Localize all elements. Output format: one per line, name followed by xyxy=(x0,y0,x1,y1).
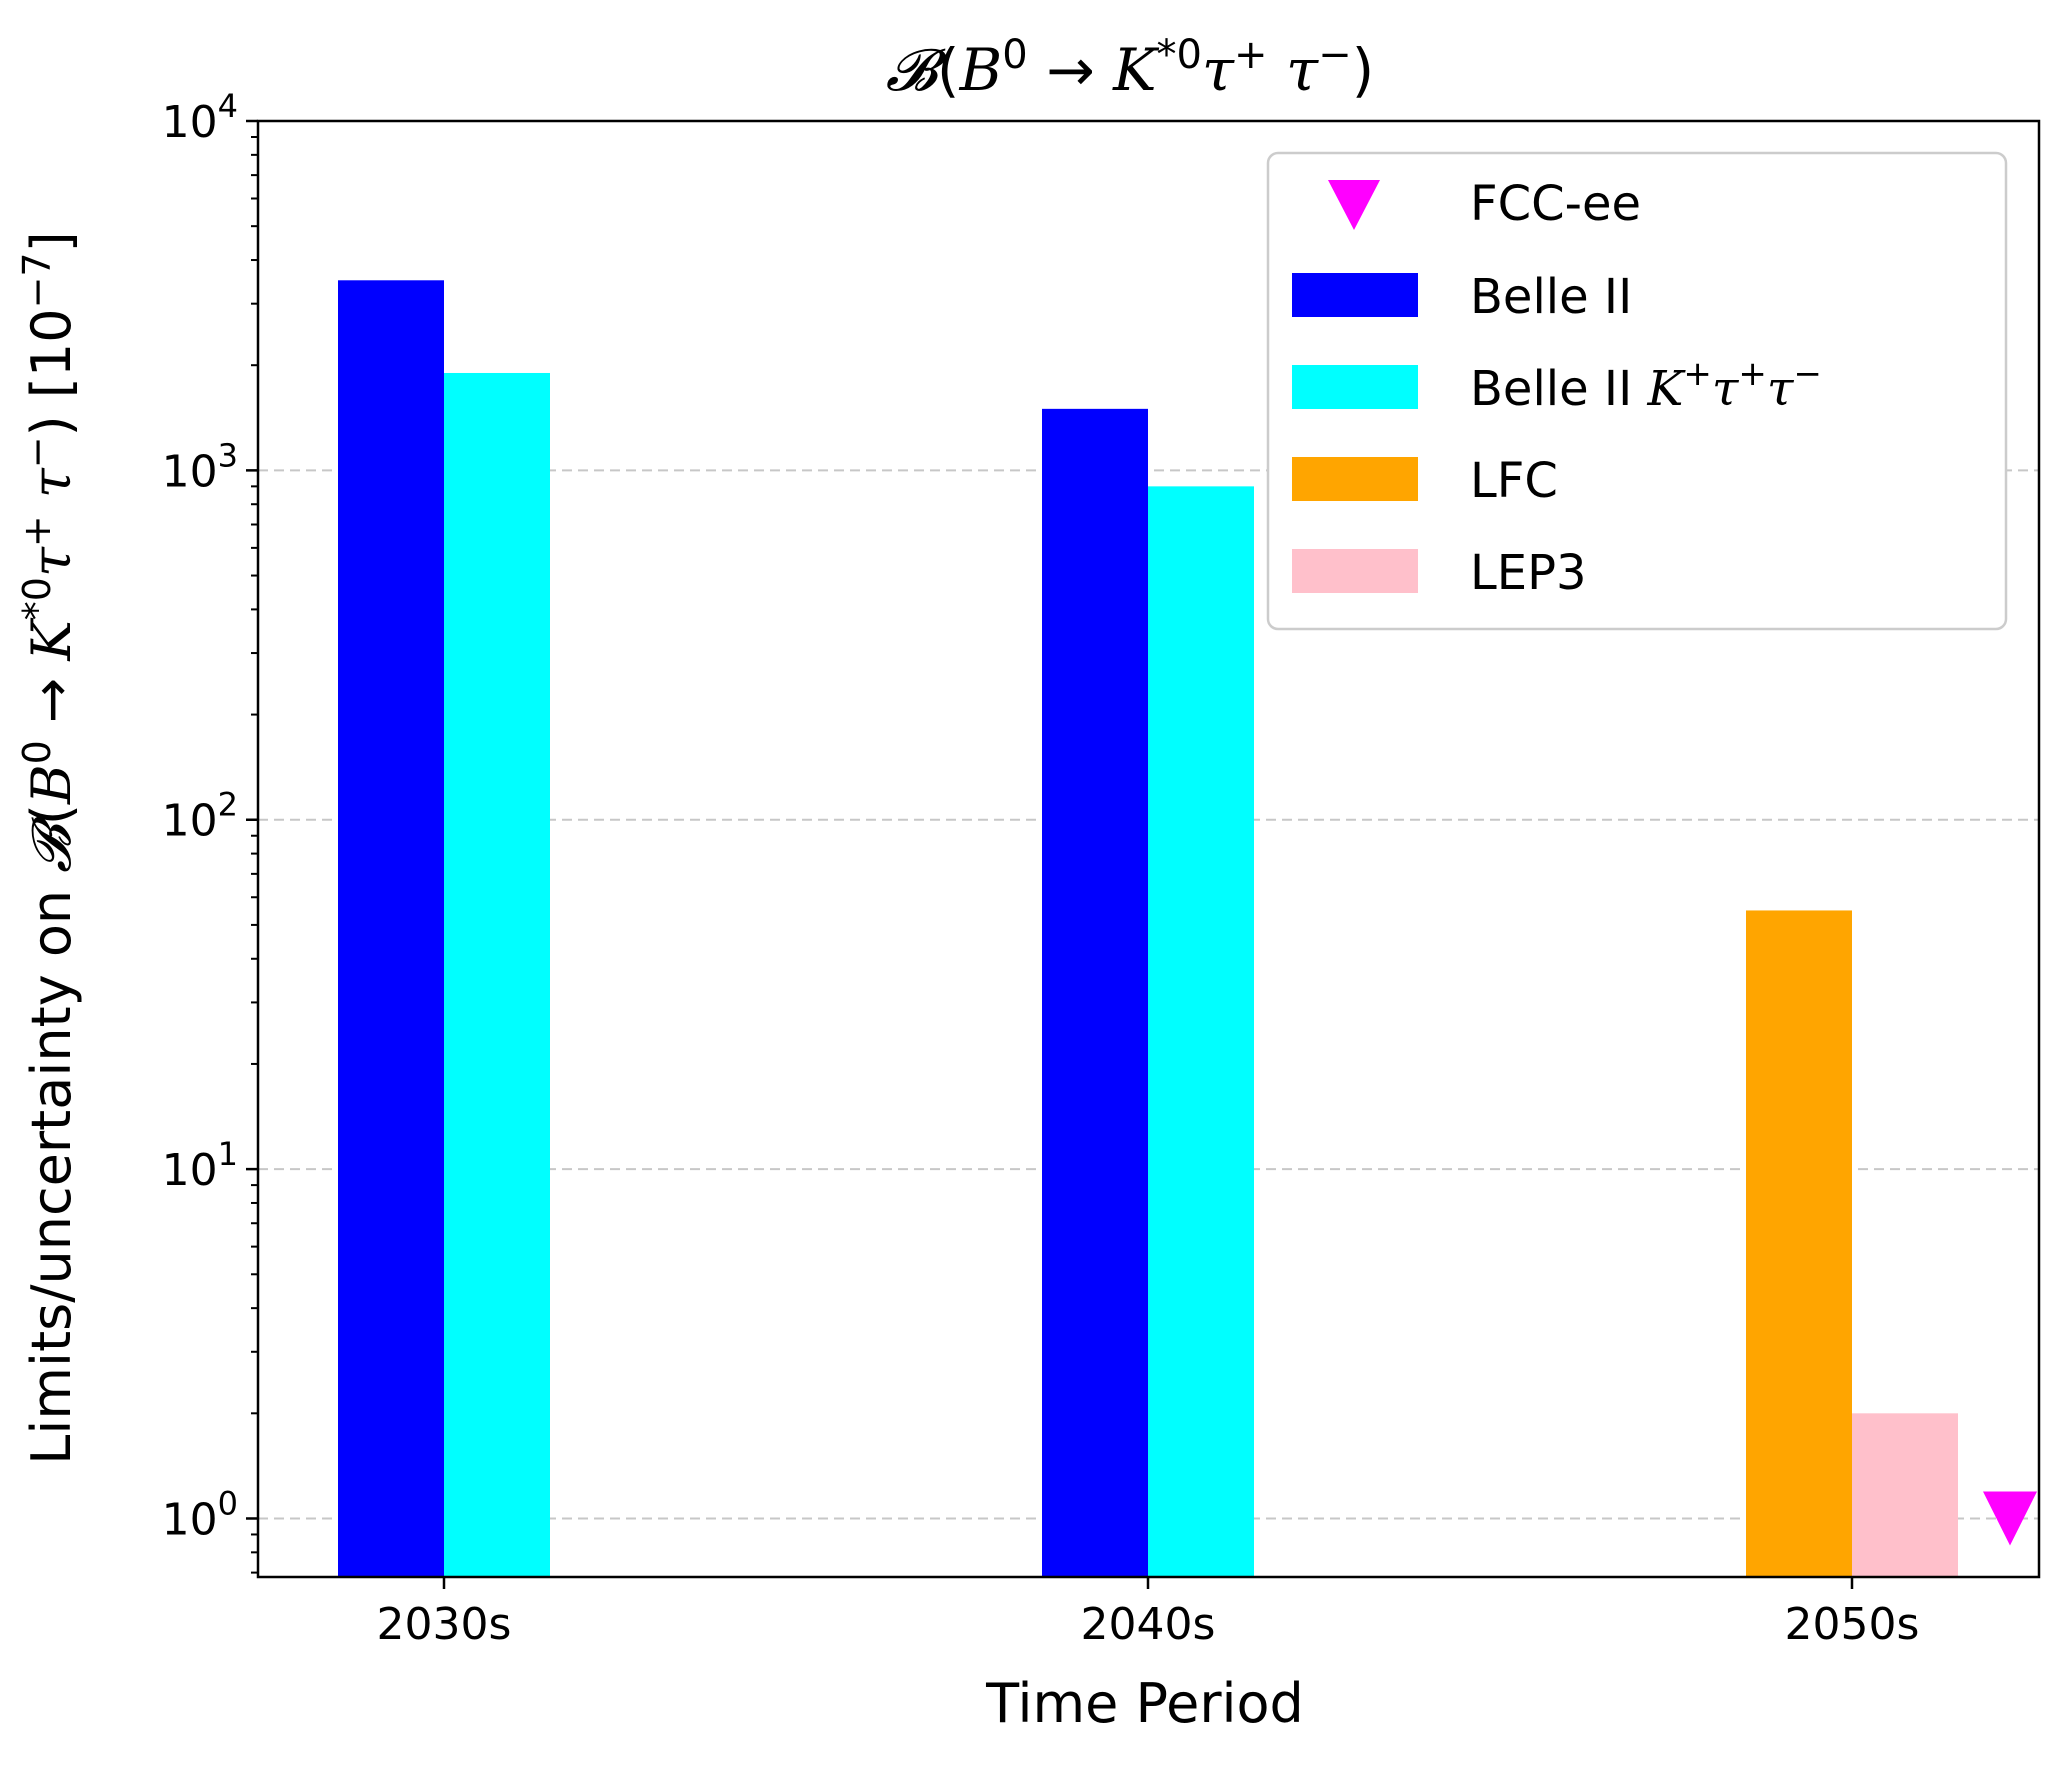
legend-label-belle-ii-k: Belle II K+τ+τ− xyxy=(1470,354,1822,417)
legend-fcc-ee-marker xyxy=(1328,180,1380,230)
bar-belle-ii-k--2040s xyxy=(1148,486,1254,1578)
markers xyxy=(1983,1491,2037,1546)
chart-title: 𝓑(B0 → K*0τ+ τ−) xyxy=(886,32,1374,104)
bars xyxy=(338,280,1958,1578)
legend-label-lep3: LEP3 xyxy=(1470,545,1587,601)
x-tick-label: 2030s xyxy=(377,1599,512,1650)
x-tick-label: 2050s xyxy=(1785,1599,1920,1650)
x-tick-label: 2040s xyxy=(1081,1599,1216,1650)
bar-belle-ii-2030s xyxy=(338,280,444,1578)
legend: FCC-ee Belle II Belle II K+τ+τ− LFC LEP3 xyxy=(1266,151,2008,631)
x-axis-label: Time Period xyxy=(985,1672,1304,1735)
bar-belle-ii-k--2030s xyxy=(444,372,550,1578)
bar-lfc-2050s xyxy=(1746,910,1852,1577)
y-tick-label: 102 xyxy=(162,786,238,847)
legend-belle-ii-patch xyxy=(1292,273,1418,317)
legend-lfc-patch xyxy=(1292,457,1418,501)
y-tick-label: 100 xyxy=(162,1484,238,1545)
grid-lines xyxy=(258,469,2039,1520)
y-tick-label: 104 xyxy=(162,87,238,148)
bar-lep3-2050s xyxy=(1852,1413,1958,1577)
legend-belle-ii-k-patch xyxy=(1292,365,1418,409)
bar-belle-ii-2040s xyxy=(1042,408,1148,1577)
legend-label-belle-ii: Belle II xyxy=(1470,269,1632,325)
legend-box xyxy=(1266,151,2008,631)
legend-lep3-patch xyxy=(1292,549,1418,593)
y-axis-ticks: 100 101 102 103 104 xyxy=(162,87,258,1574)
legend-label-fcc-ee: FCC-ee xyxy=(1470,176,1641,232)
y-tick-label: 103 xyxy=(162,436,238,497)
y-axis-label: Limits/uncertainty on 𝓑(B0 → K*0τ+ τ−) [… xyxy=(15,231,83,1464)
marker-fcc-ee-2050s xyxy=(1983,1491,2037,1546)
legend-label-lfc: LFC xyxy=(1470,453,1558,509)
x-axis-ticks: 2030s 2040s 2050s xyxy=(377,1577,1920,1650)
y-tick-label: 101 xyxy=(162,1135,238,1196)
